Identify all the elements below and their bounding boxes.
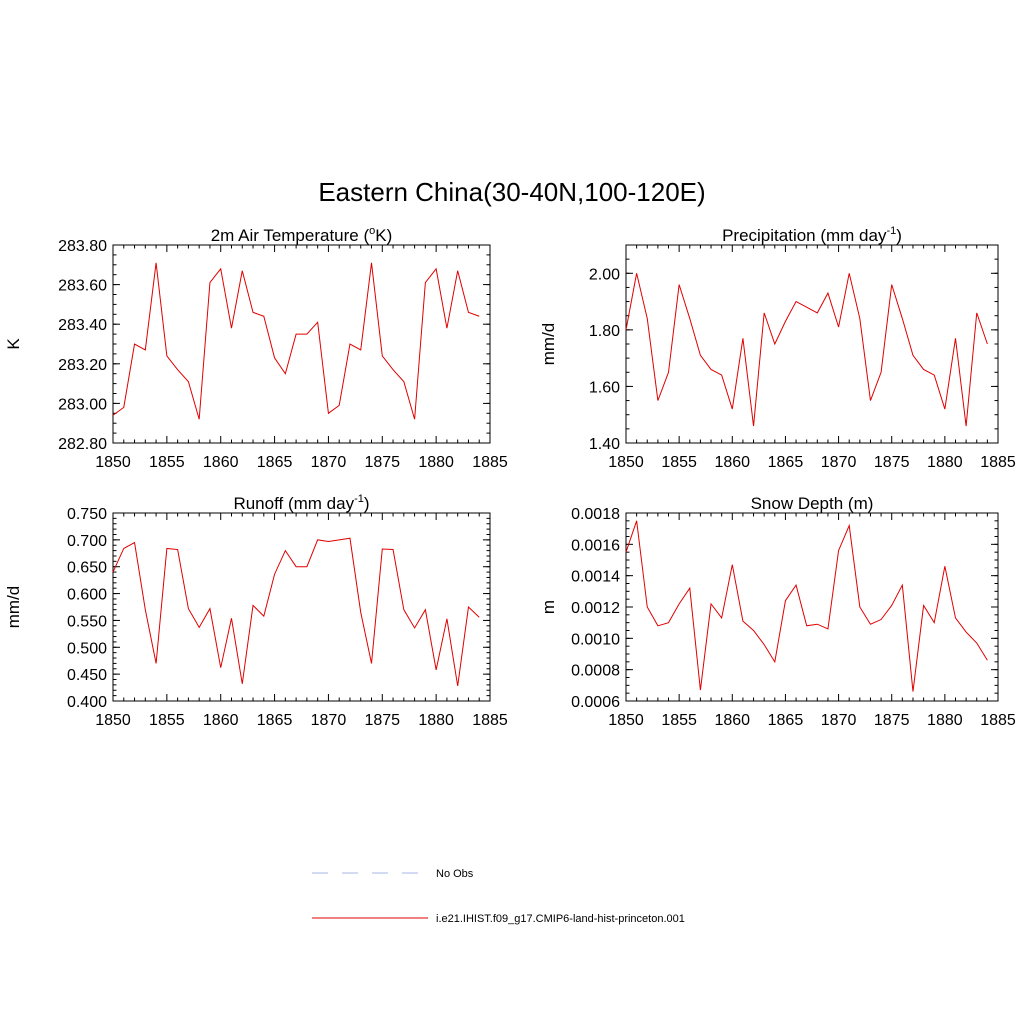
x-tick-label: 1850: [608, 454, 644, 471]
y-tick-label: 0.650: [67, 560, 107, 577]
y-tick-label: 1.40: [589, 436, 620, 453]
x-tick-label: 1875: [874, 712, 910, 729]
y-tick-label: 0.750: [67, 506, 107, 523]
panel-title-superscript: -1: [886, 225, 896, 237]
x-tick-label: 1885: [472, 454, 508, 471]
x-tick-label: 1885: [472, 712, 508, 729]
y-tick-label: 0.400: [67, 694, 107, 711]
x-tick-label: 1855: [149, 712, 185, 729]
series-line-1: [625, 520, 988, 692]
x-tick-label: 1855: [149, 454, 185, 471]
panel-title-superscript: o: [369, 225, 375, 237]
plot-frame: [112, 512, 491, 702]
x-tick-label: 1875: [874, 454, 910, 471]
x-tick-label: 1860: [714, 454, 750, 471]
x-tick-label: 1850: [95, 454, 131, 471]
y-axis-label: m: [539, 600, 558, 614]
x-tick-label: 1885: [980, 712, 1016, 729]
panel-title-end: K): [375, 226, 392, 245]
series-line-1: [625, 273, 988, 427]
y-tick-label: 0.0008: [571, 663, 620, 680]
x-tick-label: 1860: [203, 454, 239, 471]
panel-title: Snow Depth (m): [751, 494, 874, 513]
x-tick-label: 1880: [927, 712, 963, 729]
y-axis-label: mm/d: [539, 323, 558, 366]
x-tick-label: 1870: [821, 712, 857, 729]
panel-title: 2m Air Temperature (oK): [211, 225, 393, 245]
y-tick-label: 0.0012: [571, 600, 620, 617]
panel-title-main: 2m Air Temperature (: [211, 226, 370, 245]
series-line-1: [112, 262, 480, 420]
y-tick-label: 0.600: [67, 587, 107, 604]
x-tick-label: 1885: [980, 454, 1016, 471]
x-tick-label: 1880: [927, 454, 963, 471]
y-tick-label: 0.0010: [571, 631, 620, 648]
panel-title-end: ): [364, 494, 370, 513]
x-tick-label: 1870: [311, 454, 347, 471]
x-tick-label: 1870: [821, 454, 857, 471]
panel-3: 1850 1855 1860 1865 1870 1875 1880 1885 0.400 0.4…: [4, 493, 508, 729]
panels: 1850 1855 1860 1865 1870 1875 1880 1885 282.80 28…: [4, 225, 1016, 729]
x-tick-label: 1860: [714, 712, 750, 729]
x-tick-label: 1850: [95, 712, 131, 729]
panel-title: Runoff (mm day-1): [233, 493, 369, 513]
panel-title-main: Precipitation (mm day: [722, 226, 887, 245]
y-tick-label: 0.550: [67, 613, 107, 630]
x-tick-label: 1865: [257, 712, 293, 729]
x-tick-label: 1880: [418, 454, 454, 471]
x-tick-label: 1865: [257, 454, 293, 471]
x-tick-label: 1875: [364, 454, 400, 471]
x-tick-label: 1865: [768, 712, 804, 729]
legend-label-2: i.e21.IHIST.f09_g17.CMIP6-land-hist-prin…: [436, 913, 685, 925]
y-tick-label: 283.00: [58, 396, 107, 413]
x-tick-label: 1855: [661, 712, 697, 729]
x-tick-label: 1855: [661, 454, 697, 471]
y-tick-label: 0.0018: [571, 506, 620, 523]
y-tick-label: 283.60: [58, 278, 107, 295]
panel-4: 1850 1855 1860 1865 1870 1875 1880 1885 0.0006 0.…: [539, 494, 1016, 729]
y-tick-label: 283.20: [58, 357, 107, 374]
x-tick-label: 1860: [203, 712, 239, 729]
y-tick-label: 282.80: [58, 436, 107, 453]
y-tick-label: 0.0014: [571, 569, 620, 586]
y-tick-label: 2.00: [589, 266, 620, 283]
y-tick-label: 1.80: [589, 323, 620, 340]
panel-title-main: Runoff (mm day: [233, 494, 354, 513]
panel-title-superscript: -1: [354, 493, 364, 505]
y-tick-label: 0.450: [67, 667, 107, 684]
panel-title-end: ): [896, 226, 902, 245]
panel-title-main: Snow Depth (m): [751, 494, 874, 513]
x-tick-label: 1850: [608, 712, 644, 729]
y-tick-label: 0.700: [67, 533, 107, 550]
panel-title: Precipitation (mm day-1): [722, 225, 902, 245]
y-tick-label: 283.80: [58, 238, 107, 255]
y-tick-label: 0.500: [67, 640, 107, 657]
panel-2: 1850 1855 1860 1865 1870 1875 1880 1885 1.40 1.60…: [539, 225, 1016, 471]
x-tick-label: 1880: [418, 712, 454, 729]
x-tick-label: 1870: [311, 712, 347, 729]
y-tick-label: 0.0006: [571, 694, 620, 711]
y-axis-label: mm/d: [4, 586, 23, 629]
x-tick-label: 1875: [364, 712, 400, 729]
legend: No Obs i.e21.IHIST.f09_g17.CMIP6-land-his…: [312, 868, 685, 925]
y-axis-label: K: [4, 338, 23, 350]
y-tick-label: 283.40: [58, 317, 107, 334]
figure-title: Eastern China(30-40N,100-120E): [318, 177, 705, 207]
y-tick-label: 1.60: [589, 379, 620, 396]
series-line-1: [112, 537, 480, 687]
x-tick-label: 1865: [768, 454, 804, 471]
panel-1: 1850 1855 1860 1865 1870 1875 1880 1885 282.80 28…: [4, 225, 508, 471]
y-tick-label: 0.0016: [571, 537, 620, 554]
legend-label-1: No Obs: [436, 868, 474, 880]
